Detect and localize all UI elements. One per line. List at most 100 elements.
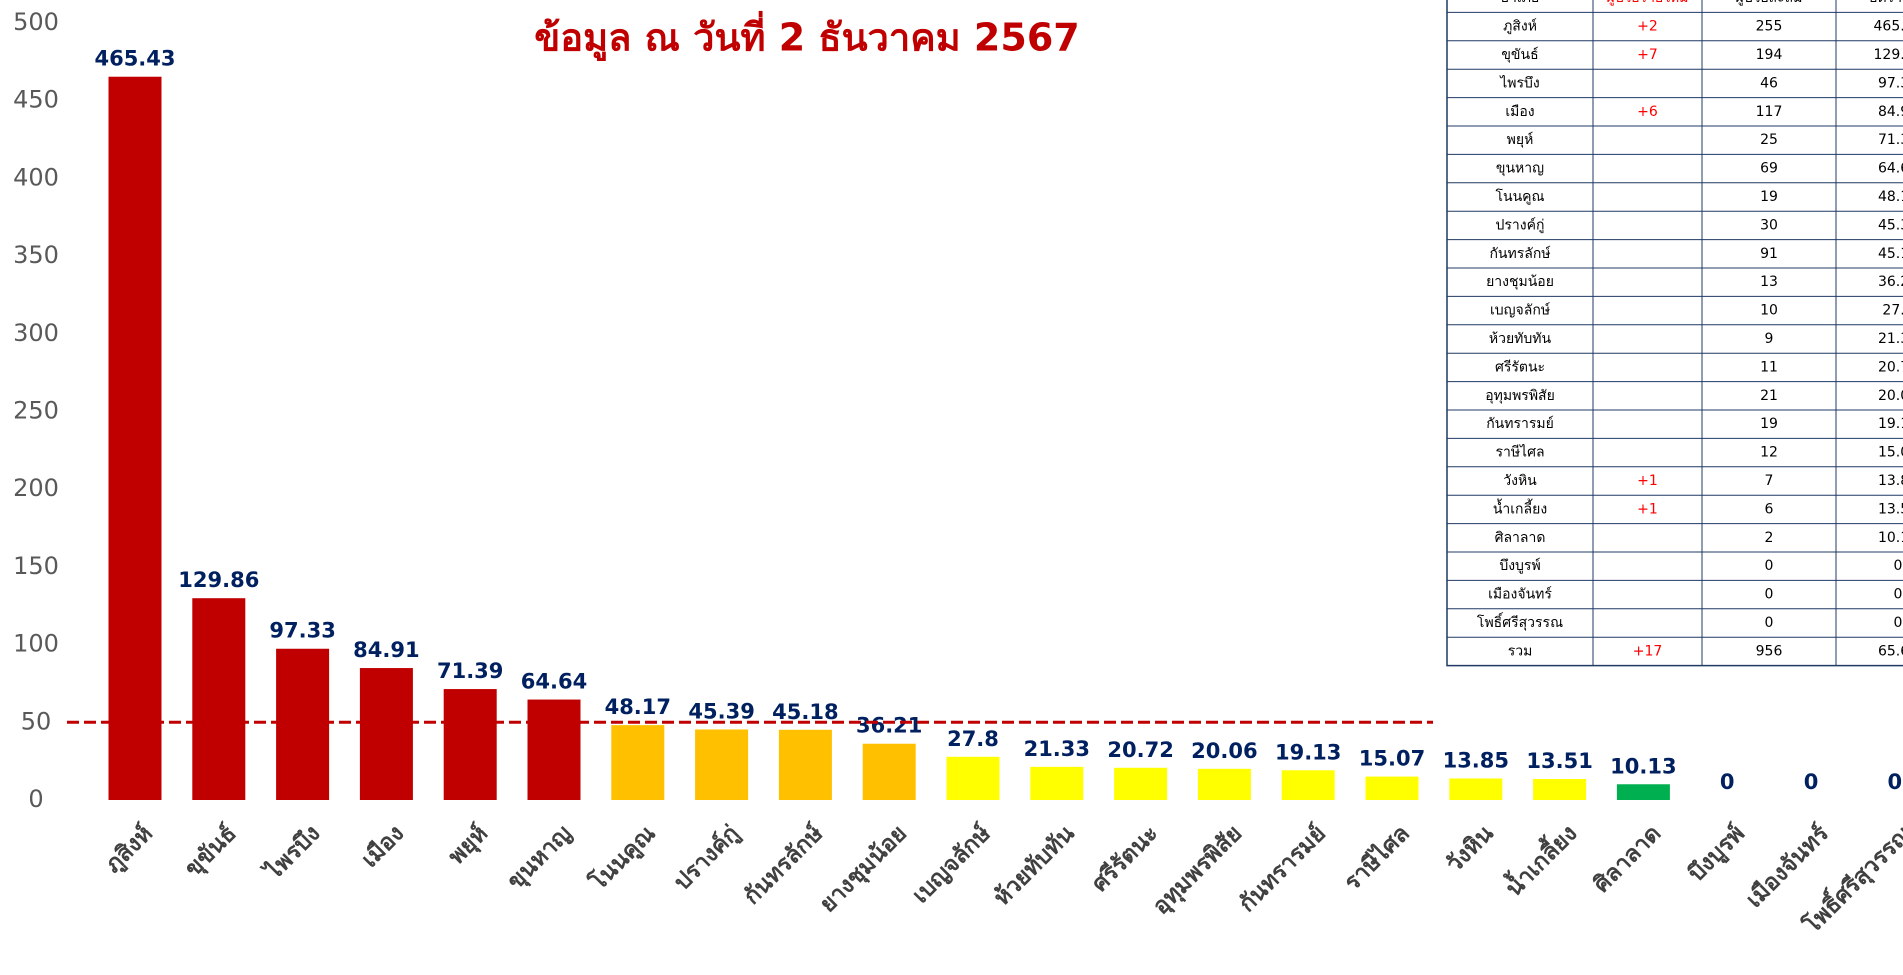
bar — [527, 699, 581, 800]
table-cell: อุทุมพรพิสัย — [1485, 388, 1555, 404]
table-cell: 20.06 — [1878, 388, 1903, 404]
y-tick-label: 400 — [13, 163, 59, 191]
bar — [946, 756, 1000, 800]
table-cell: +2 — [1637, 19, 1658, 35]
value-label: 97.33 — [269, 619, 335, 643]
value-label: 15.07 — [1359, 747, 1425, 771]
y-tick-label: 150 — [13, 552, 59, 580]
x-tick-label: บึงบูรพ์ — [1683, 820, 1751, 888]
value-label: 10.13 — [1610, 754, 1676, 778]
table-cell: 0 — [1894, 615, 1903, 631]
y-tick-label: 100 — [13, 630, 59, 658]
value-label: 19.13 — [1275, 740, 1341, 764]
table-cell: กันทรารมย์ — [1486, 415, 1554, 432]
value-label: 64.64 — [521, 670, 587, 694]
x-tick-label: ปรางค์กู่ — [668, 820, 745, 897]
table-cell: 15.07 — [1878, 445, 1903, 461]
bar — [1030, 766, 1084, 800]
table-cell: 64.64 — [1878, 161, 1903, 177]
x-tick-label: เมือง — [357, 820, 409, 872]
table-cell: +7 — [1637, 47, 1658, 63]
table-cell: 6 — [1765, 501, 1774, 517]
table-bg — [1446, 0, 1903, 667]
table-cell: +6 — [1637, 104, 1658, 120]
value-label: 0 — [1720, 770, 1735, 794]
table-cell: 27.8 — [1882, 303, 1903, 319]
x-tick-label: ขุนหาญ — [503, 820, 578, 895]
value-label: 21.33 — [1024, 737, 1090, 761]
table-cell: +1 — [1637, 473, 1658, 489]
table-cell: 19.13 — [1878, 416, 1903, 432]
table-cell: 19 — [1760, 416, 1778, 432]
chart-title: ข้อมูล ณ วันที่ 2 ธันวาคม 2567 — [534, 11, 1079, 62]
value-label: 48.17 — [605, 695, 671, 719]
value-label: 20.06 — [1191, 739, 1257, 763]
bar — [192, 598, 246, 800]
table-cell: กันทรลักษ์ — [1489, 245, 1550, 262]
table-cell: ภูสิงห์ — [1503, 18, 1537, 35]
bar — [276, 648, 330, 800]
x-tick-label: ภูสิงห์ — [99, 820, 158, 879]
table-cell: 46 — [1760, 75, 1778, 91]
table-cell: 255 — [1756, 19, 1783, 35]
value-label: 13.51 — [1526, 749, 1592, 773]
table-cell: 36.21 — [1878, 274, 1903, 290]
bar — [1197, 768, 1251, 800]
y-tick-label: 300 — [13, 319, 59, 347]
table-cell: 21 — [1760, 388, 1778, 404]
table-cell: ศรีรัตนะ — [1495, 359, 1545, 375]
table-cell: 13.51 — [1878, 501, 1903, 517]
table-cell: 194 — [1756, 47, 1783, 63]
table-cell: 465.43 — [1874, 19, 1903, 35]
bar — [695, 729, 749, 800]
x-tick-label: วังหิน — [1441, 820, 1498, 877]
table-cell: ผู้ป่วยสะสม — [1736, 0, 1803, 6]
y-tick-label: 350 — [13, 241, 59, 269]
table-cell: 20.72 — [1878, 359, 1903, 375]
table-cell: 13 — [1760, 274, 1778, 290]
x-tick-label: ขุขันธ์ — [179, 820, 242, 883]
table-cell: รวม — [1508, 643, 1533, 659]
table-cell: 25 — [1760, 132, 1778, 148]
table-cell: 129.86 — [1874, 47, 1903, 63]
value-label: 84.91 — [353, 638, 419, 662]
table-cell: ยางชุมน้อย — [1486, 274, 1554, 290]
x-tick-label: กันทรารมย์ — [1233, 820, 1331, 918]
bar — [1449, 778, 1503, 800]
table-cell: เมือง — [1505, 104, 1534, 120]
x-tick-label: ศิลาลาด — [1589, 820, 1666, 897]
table-cell: 10 — [1760, 303, 1778, 319]
value-label: 36.21 — [856, 714, 922, 738]
value-label: 0 — [1804, 770, 1819, 794]
x-tick-label: ไพรบึง — [258, 819, 326, 887]
table-cell: 0 — [1765, 615, 1774, 631]
table-cell: +17 — [1633, 643, 1663, 659]
table-cell: ขุขันธ์ — [1501, 46, 1538, 63]
table-cell: 956 — [1756, 643, 1783, 659]
bar — [611, 725, 665, 800]
table-cell: 19 — [1760, 189, 1778, 205]
value-label: 13.85 — [1443, 748, 1509, 772]
table-cell: ขุนหาญ — [1496, 161, 1544, 177]
table-cell: 65.69 — [1878, 643, 1903, 659]
x-tick-label: อุทุมพรพิสัย — [1148, 820, 1248, 920]
x-tick-label: เบญจลักษ์ — [907, 819, 996, 908]
table-cell: 0 — [1765, 558, 1774, 574]
table-cell: 97.33 — [1878, 75, 1903, 91]
bar — [359, 668, 413, 800]
table-cell: 2 — [1765, 530, 1774, 546]
table-cell: 45.18 — [1878, 246, 1903, 262]
x-tick-label: กันทรลักษ์ — [738, 819, 828, 909]
table-cell: พยุห์ — [1507, 131, 1534, 148]
value-label: 71.39 — [437, 659, 503, 683]
value-label: 45.18 — [772, 700, 838, 724]
y-tick-label: 50 — [21, 707, 52, 735]
bar — [443, 689, 497, 800]
table-cell: 45.39 — [1878, 217, 1903, 233]
y-tick-label: 250 — [13, 397, 59, 425]
table-cell: ศิลาลาด — [1495, 530, 1546, 546]
x-tick-label: ยางชุมน้อย — [815, 820, 913, 918]
bar — [1533, 779, 1587, 800]
table-cell: +1 — [1637, 501, 1658, 517]
table-cell: 48.17 — [1878, 189, 1903, 205]
